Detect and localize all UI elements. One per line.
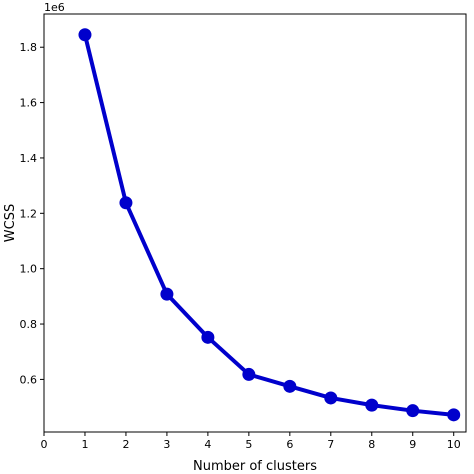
x-axis-ticks: 0 1 2 3 4 5 6 7 8 9 10 [41,432,461,451]
x-tick-label: 6 [286,438,293,451]
y-tick-label: 1.2 [20,207,38,220]
data-point [365,398,379,412]
y-tick-label: 0.6 [20,373,38,386]
x-tick-label: 8 [368,438,375,451]
x-tick-label: 2 [122,438,129,451]
x-axis-label: Number of clusters [193,459,317,474]
x-tick-label: 10 [447,438,461,451]
y-tick-label: 1.4 [20,152,38,165]
plot-frame [43,13,467,433]
y-tick-label: 1.8 [20,41,38,54]
y-tick-label: 1.0 [20,263,38,276]
x-tick-label: 7 [327,438,334,451]
y-tick-label: 1.6 [20,97,38,110]
x-tick-label: 3 [163,438,170,451]
x-tick-label: 4 [204,438,211,451]
y-axis-label: WCSS [3,204,18,242]
data-point [283,379,297,393]
x-tick-label: 1 [81,438,88,451]
data-point [78,28,92,42]
data-point [160,287,174,301]
y-tick-label: 0.8 [20,318,38,331]
data-point [324,391,338,405]
y-axis-ticks: 0.6 0.8 1.0 1.2 1.4 1.6 1.8 [20,41,44,386]
data-point [201,330,215,344]
data-point [242,367,256,381]
data-point [406,404,420,418]
series-line [82,32,456,417]
data-point [447,408,461,422]
x-tick-label: 9 [409,438,416,451]
series-layer [78,28,461,422]
x-tick-label: 5 [245,438,252,451]
axes-frame [43,13,467,433]
data-point [119,196,133,210]
y-axis-offset-label: 1e6 [44,1,65,14]
x-tick-label: 0 [41,438,48,451]
